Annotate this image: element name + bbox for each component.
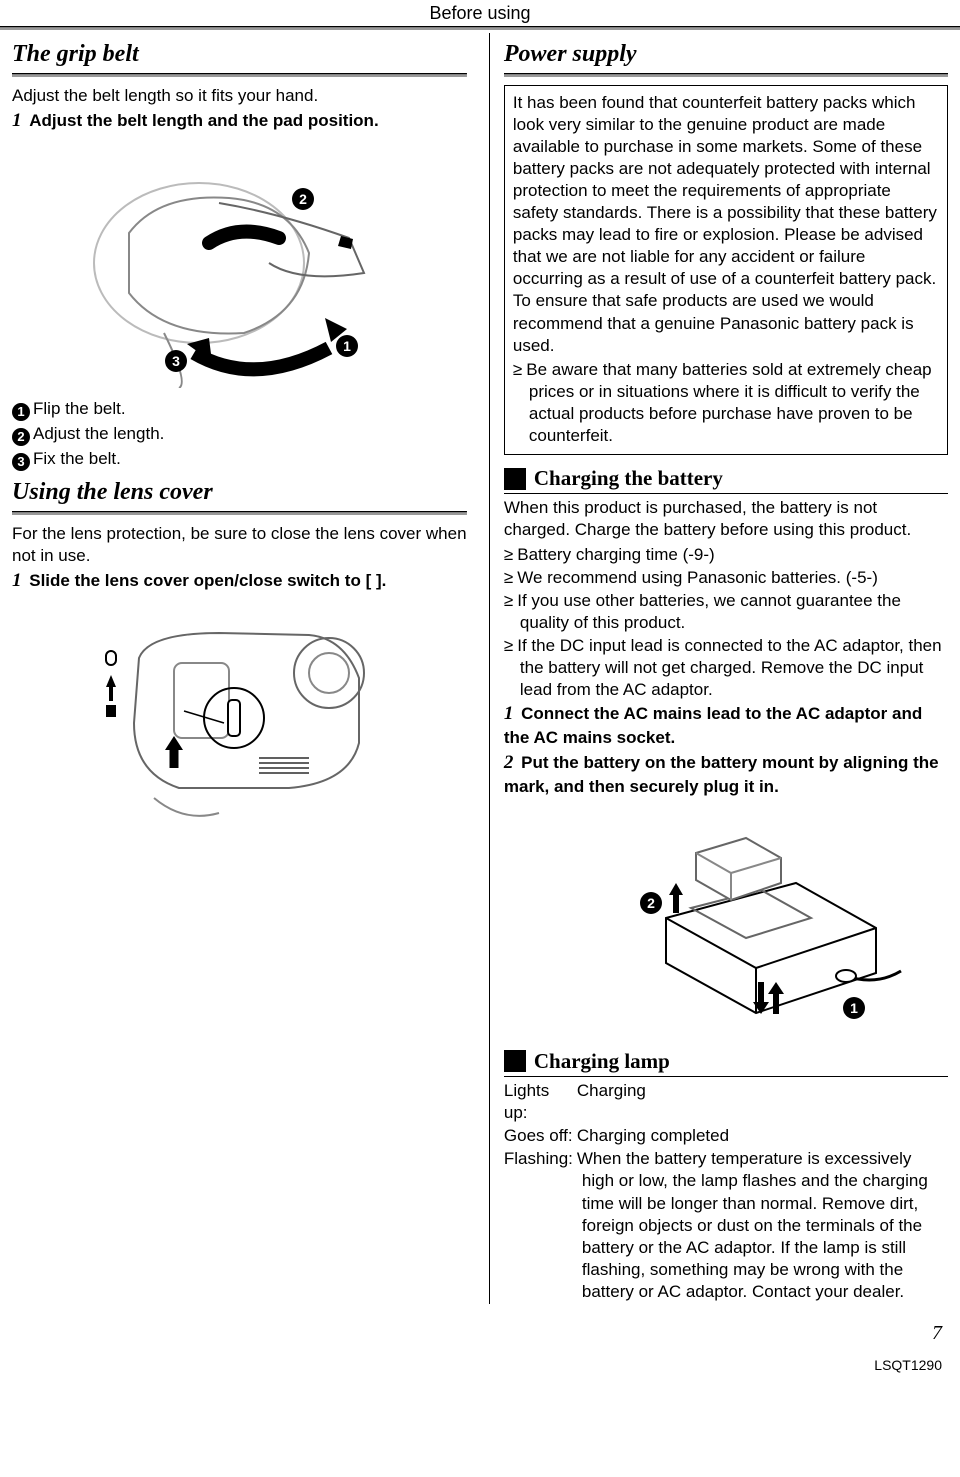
lamp-label: Flashing: xyxy=(504,1148,577,1170)
header-rule xyxy=(0,26,960,30)
lamp-row-1: Lights up:Charging xyxy=(504,1080,948,1124)
charging-b3: If you use other batteries, we cannot gu… xyxy=(504,590,948,634)
black-square-icon xyxy=(504,468,526,490)
step-text: Slide the lens cover open/close switch t… xyxy=(29,571,386,590)
step-text: Put the battery on the battery mount by … xyxy=(504,753,939,796)
charger-diagram: 2 1 xyxy=(504,808,948,1038)
rule xyxy=(12,73,467,77)
step-text: Connect the AC mains lead to the AC adap… xyxy=(504,704,922,747)
grip-bullet-2: 2Adjust the length. xyxy=(12,423,467,446)
grip-belt-intro: Adjust the belt length so it fits your h… xyxy=(12,85,467,107)
grip-bullet-3: 3Fix the belt. xyxy=(12,448,467,471)
svg-text:1: 1 xyxy=(850,1000,858,1016)
lens-cover-illustration xyxy=(79,603,399,833)
charger-illustration: 2 1 xyxy=(546,808,906,1038)
lamp-text: Charging completed xyxy=(577,1126,729,1145)
black-square-icon xyxy=(504,1050,526,1072)
lens-cover-diagram xyxy=(12,603,467,833)
left-column: The grip belt Adjust the belt length so … xyxy=(12,33,471,1304)
charging-b1: Battery charging time (-9-) xyxy=(504,544,948,566)
page-number: 7 xyxy=(0,1314,960,1356)
svg-text:1: 1 xyxy=(344,338,352,354)
counterfeit-notice-box: It has been found that counterfeit batte… xyxy=(504,85,948,456)
charging-step-1: 1 Connect the AC mains lead to the AC ad… xyxy=(504,702,948,749)
svg-text:2: 2 xyxy=(300,191,308,207)
subhead-text: Charging the battery xyxy=(534,465,723,492)
grip-belt-diagram: 2 3 1 xyxy=(12,143,467,388)
rule xyxy=(12,511,467,515)
lamp-label: Lights up: xyxy=(504,1080,577,1124)
subhead-charging: Charging the battery xyxy=(504,465,948,492)
section-title-power-supply: Power supply xyxy=(504,39,948,70)
lamp-label: Goes off: xyxy=(504,1125,577,1147)
lamp-text: Charging xyxy=(577,1081,646,1100)
lamp-row-3: Flashing:When the battery temperature is… xyxy=(504,1148,948,1303)
rule xyxy=(504,1076,948,1077)
lens-cover-step-1: 1 Slide the lens cover open/close switch… xyxy=(12,569,467,594)
right-column: Power supply It has been found that coun… xyxy=(489,33,948,1304)
step-num: 1 xyxy=(12,570,22,591)
lamp-text: When the battery temperature is excessiv… xyxy=(577,1149,928,1301)
grip-bullet-1: 1Flip the belt. xyxy=(12,398,467,421)
charging-step-2: 2 Put the battery on the battery mount b… xyxy=(504,751,948,798)
charging-b4: If the DC input lead is connected to the… xyxy=(504,635,948,701)
step-text: Adjust the belt length and the pad posit… xyxy=(29,111,378,130)
notice-bullet: Be aware that many batteries sold at ext… xyxy=(513,359,939,447)
page-header: Before using xyxy=(0,0,960,26)
step-num: 1 xyxy=(12,110,22,131)
subhead-lamp: Charging lamp xyxy=(504,1048,948,1075)
subhead-text: Charging lamp xyxy=(534,1048,670,1075)
doc-id: LSQT1290 xyxy=(0,1356,960,1374)
grip-belt-step-1: 1 Adjust the belt length and the pad pos… xyxy=(12,109,467,134)
svg-text:3: 3 xyxy=(173,353,181,369)
step-num: 2 xyxy=(504,752,514,773)
lamp-row-2: Goes off:Charging completed xyxy=(504,1125,948,1147)
notice-text: It has been found that counterfeit batte… xyxy=(513,92,939,357)
rule xyxy=(504,73,948,77)
page-body: The grip belt Adjust the belt length so … xyxy=(0,33,960,1314)
svg-text:2: 2 xyxy=(647,895,655,911)
section-title-grip-belt: The grip belt xyxy=(12,39,467,70)
step-num: 1 xyxy=(504,703,514,724)
rule xyxy=(504,493,948,494)
grip-belt-illustration: 2 3 1 xyxy=(69,143,409,388)
section-title-lens-cover: Using the lens cover xyxy=(12,477,467,508)
charging-b2: We recommend using Panasonic batteries. … xyxy=(504,567,948,589)
lens-cover-intro: For the lens protection, be sure to clos… xyxy=(12,523,467,567)
charging-intro: When this product is purchased, the batt… xyxy=(504,497,948,541)
